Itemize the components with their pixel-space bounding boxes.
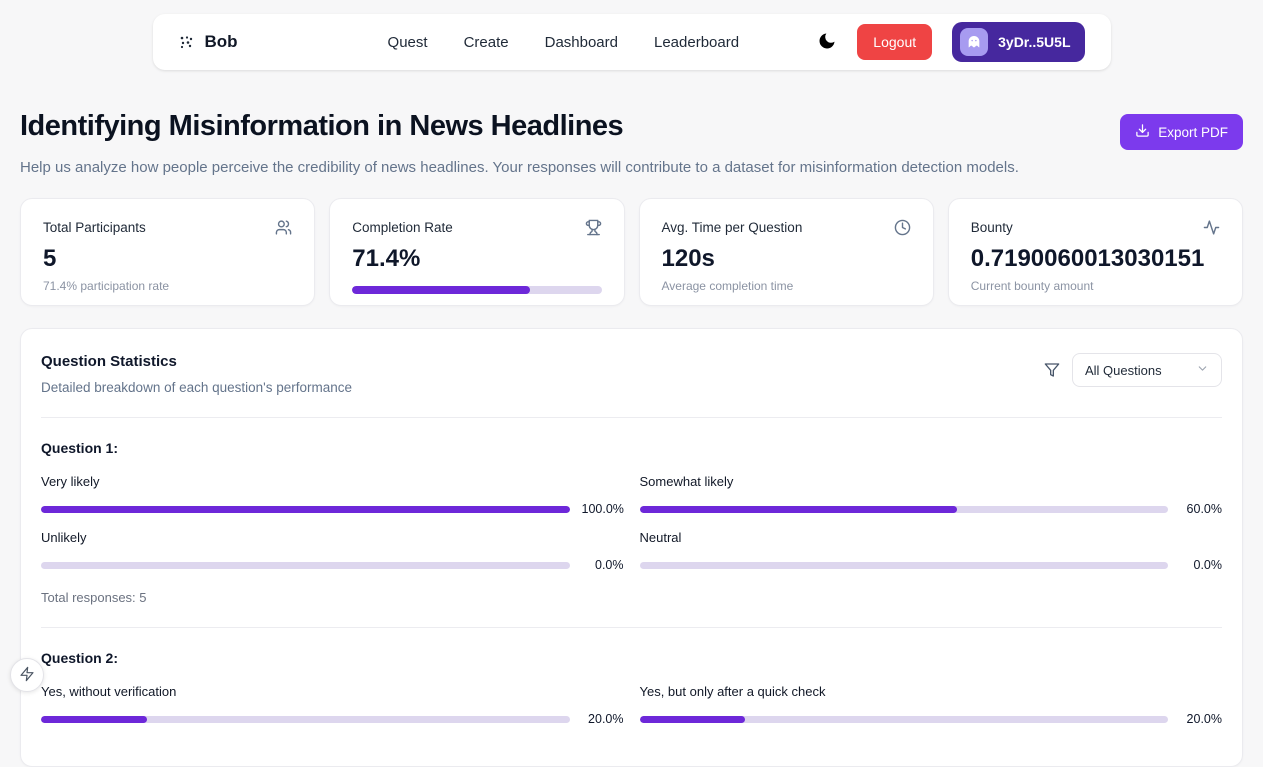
option-percentage: 0.0% — [595, 558, 624, 572]
question-statistics-card: Question Statistics Detailed breakdown o… — [20, 328, 1243, 767]
option-row: Unlikely 0.0% — [41, 530, 624, 572]
option-row: Yes, but only after a quick check 20.0% — [639, 684, 1222, 726]
nav-link-create[interactable]: Create — [463, 33, 509, 51]
stat-sub: 71.4% participation rate — [43, 279, 170, 293]
download-icon — [1135, 123, 1150, 141]
option-label: Somewhat likely — [639, 474, 734, 489]
stat-label: Completion Rate — [352, 220, 453, 235]
chevron-down-icon — [1196, 362, 1209, 378]
page-subtitle: Help us analyze how people perceive the … — [20, 159, 1019, 176]
stat-value: 120s — [661, 245, 715, 272]
question-statistics-title: Question Statistics — [41, 353, 177, 370]
question-block-2: Question 2: Yes, without verification 20… — [41, 650, 1222, 726]
filter-icon — [1044, 362, 1060, 378]
nav-link-dashboard[interactable]: Dashboard — [544, 33, 618, 51]
nav-link-leaderboard[interactable]: Leaderboard — [654, 33, 740, 51]
question-title: Question 1: — [41, 440, 119, 456]
option-bar-fill — [639, 715, 746, 723]
moon-icon — [817, 31, 837, 54]
option-percentage: 60.0% — [1186, 502, 1222, 516]
clock-icon — [894, 219, 911, 236]
stat-sub: Current bounty amount — [970, 279, 1094, 293]
option-row: Somewhat likely 60.0% — [639, 474, 1222, 516]
phantom-ghost-icon — [960, 28, 989, 56]
completion-progress-bar — [352, 286, 602, 294]
option-bar — [639, 505, 1168, 513]
option-label: Unlikely — [41, 530, 87, 545]
users-icon — [275, 219, 292, 236]
option-bar — [41, 561, 570, 569]
option-label: Yes, without verification — [41, 684, 177, 699]
option-row: Neutral 0.0% — [639, 530, 1223, 572]
export-pdf-button[interactable]: Export PDF — [1120, 114, 1243, 150]
question-filter-value: All Questions — [1085, 362, 1162, 378]
brand[interactable]: Bob — [179, 32, 238, 52]
page-title: Identifying Misinformation in News Headl… — [20, 110, 624, 142]
option-label: Neutral — [639, 530, 682, 545]
brand-name: Bob — [204, 32, 238, 51]
completion-progress-fill — [352, 286, 531, 294]
question-title: Question 2: — [41, 650, 119, 666]
option-bar-fill — [41, 715, 147, 723]
question-statistics-subtitle: Detailed breakdown of each question's pe… — [41, 380, 353, 395]
nav-right-group: Logout 3yDr..5U5L — [817, 22, 1085, 62]
wallet-address: 3yDr..5U5L — [998, 34, 1071, 50]
option-bar-fill — [639, 505, 957, 513]
stat-value: 71.4% — [352, 245, 421, 272]
option-label: Very likely — [41, 474, 100, 489]
option-row: Yes, without verification 20.0% — [41, 684, 624, 726]
dev-tools-button[interactable] — [10, 658, 44, 692]
divider — [41, 627, 1222, 628]
stat-card-total-participants: Total Participants 5 71.4% participation… — [20, 198, 316, 306]
page-header: Identifying Misinformation in News Headl… — [20, 110, 1243, 150]
activity-icon — [1203, 219, 1220, 236]
stat-label: Bounty — [970, 220, 1013, 235]
stat-sub: Average completion time — [661, 279, 794, 293]
option-label: Yes, but only after a quick check — [639, 684, 826, 699]
option-bar-fill — [41, 505, 570, 513]
question-block-1: Question 1: Very likely 100.0% Somewhat … — [41, 440, 1222, 605]
stat-card-completion-rate: Completion Rate 71.4% — [329, 198, 625, 306]
question-filter-controls: All Questions — [1044, 353, 1222, 387]
divider — [41, 417, 1222, 418]
stat-card-bounty: Bounty 0.7190060013030151 Current bounty… — [947, 198, 1243, 306]
theme-toggle-button[interactable] — [817, 31, 837, 54]
nav-link-quest[interactable]: Quest — [387, 33, 428, 51]
stat-value: 0.7190060013030151 — [970, 245, 1205, 272]
export-pdf-label: Export PDF — [1158, 124, 1228, 140]
main-content: Identifying Misinformation in News Headl… — [0, 70, 1263, 767]
total-responses: Total responses: 5 — [41, 590, 147, 605]
logout-button[interactable]: Logout — [857, 24, 933, 60]
stat-value: 5 — [43, 245, 57, 272]
nav-links: Quest Create Dashboard Leaderboard — [388, 34, 740, 51]
stat-card-avg-time: Avg. Time per Question 120s Average comp… — [638, 198, 934, 306]
question-filter-select[interactable]: All Questions — [1072, 353, 1222, 387]
option-percentage: 100.0% — [581, 502, 624, 516]
wallet-button[interactable]: 3yDr..5U5L — [952, 22, 1085, 62]
option-bar — [41, 715, 570, 723]
option-percentage: 20.0% — [588, 712, 624, 726]
trophy-icon — [585, 219, 602, 236]
top-navbar: Bob Quest Create Dashboard Leaderboard L… — [152, 14, 1111, 70]
option-percentage: 20.0% — [1186, 712, 1222, 726]
option-row: Very likely 100.0% — [41, 474, 624, 516]
stat-label: Total Participants — [43, 220, 146, 235]
option-percentage: 0.0% — [1193, 558, 1223, 572]
option-bar — [639, 561, 1168, 569]
zap-icon — [19, 666, 35, 685]
stats-grid: Total Participants 5 71.4% participation… — [20, 198, 1243, 306]
option-bar — [639, 715, 1168, 723]
option-bar — [41, 505, 570, 513]
stat-label: Avg. Time per Question — [661, 220, 803, 235]
logo-dots-icon — [179, 35, 193, 49]
